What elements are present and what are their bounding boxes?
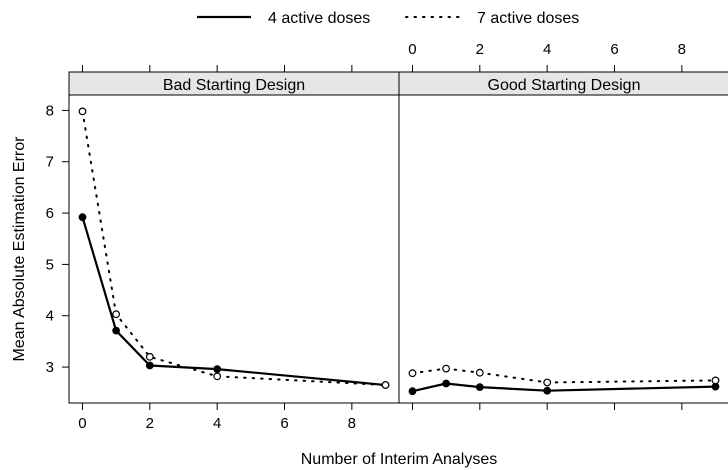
x-tick-label-bottom-6: 6 [280,415,288,432]
point-4-active-doses-bad-starting-design-x1 [112,326,120,335]
plot-area-good-starting-design [398,94,728,404]
y-tick-label-5: 5 [46,256,54,273]
x-tick-label-top-6: 6 [610,41,618,58]
legend: 4 active doses 7 active doses [197,10,579,27]
y-tick-label-3: 3 [46,359,54,376]
point-7-active-doses-bad-starting-design-x2 [145,352,154,361]
legend-label-4-active-doses: 4 active doses [268,10,370,27]
point-7-active-doses-bad-starting-design-x1 [112,310,120,319]
y-tick-label-4: 4 [46,308,54,325]
panel-bad-starting-design: Bad Starting Design [68,71,400,404]
legend-label-7-active-doses: 7 active doses [477,10,579,27]
x-axis-label: Number of Interim Analyses [301,451,498,468]
y-axis-label: Mean Absolute Estimation Error [11,136,28,362]
axes: 3 4 5 6 7 8 0 0 2 2 4 4 6 6 8 8 [46,41,686,432]
x-tick-label-bottom-4: 4 [213,415,221,432]
x-tick-label-bottom-8: 8 [348,415,356,432]
x-tick-label-top-4: 4 [543,41,551,58]
point-7-active-doses-good-starting-design-x1 [442,364,451,373]
point-4-active-doses-good-starting-design-x2 [475,383,484,392]
point-4-active-doses-good-starting-design-x0 [408,387,417,396]
point-7-active-doses-bad-starting-design-x4 [213,372,222,381]
x-tick-label-top-0: 0 [408,41,416,58]
y-tick-label-6: 6 [46,205,54,222]
point-4-active-doses-bad-starting-design-x0 [78,213,87,222]
x-tick-label-top-2: 2 [476,41,484,58]
panel-title-bad-starting-design: Bad Starting Design [163,77,305,94]
x-tick-label-bottom-2: 2 [146,415,154,432]
point-7-active-doses-bad-starting-design-x0 [78,107,87,116]
y-tick-label-8: 8 [46,102,54,119]
point-7-active-doses-good-starting-design-x2 [475,368,484,377]
point-7-active-doses-bad-starting-design-x9 [381,381,390,389]
x-tick-label-bottom-0: 0 [78,415,86,432]
panel-title-good-starting-design: Good Starting Design [488,77,641,94]
point-4-active-doses-good-starting-design-x4 [543,386,552,395]
panel-good-starting-design: Good Starting Design [398,71,728,404]
point-7-active-doses-good-starting-design-x4 [543,378,552,387]
point-4-active-doses-good-starting-design-x1 [442,379,451,388]
point-4-active-doses-bad-starting-design-x2 [145,361,154,370]
x-tick-label-top-8: 8 [678,41,686,58]
point-7-active-doses-good-starting-design-x9 [711,376,720,385]
series-line-4-active-doses-bad-starting-design [81,216,386,387]
point-7-active-doses-good-starting-design-x0 [408,369,417,378]
point-4-active-doses-bad-starting-design-x4 [213,365,222,374]
series-line-7-active-doses-good-starting-design [411,367,717,384]
plot-area-bad-starting-design [68,94,400,404]
y-tick-label-7: 7 [46,154,54,171]
series-line-4-active-doses-good-starting-design [412,382,716,393]
series-line-7-active-doses-bad-starting-design [81,110,387,386]
